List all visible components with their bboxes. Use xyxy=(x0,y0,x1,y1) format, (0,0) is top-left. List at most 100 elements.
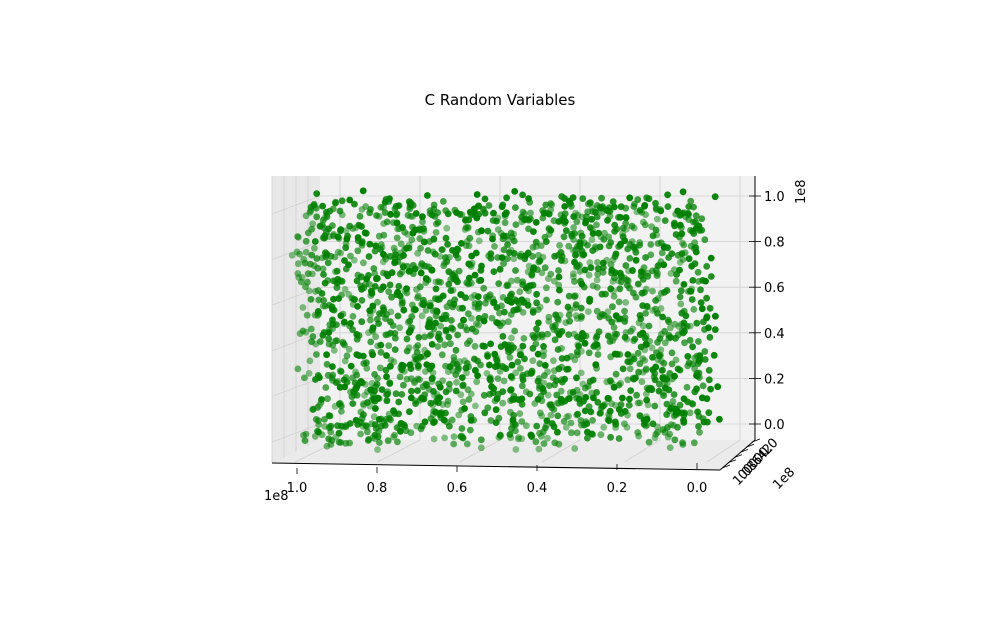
data-point xyxy=(584,308,592,315)
data-point xyxy=(441,311,448,319)
data-point xyxy=(555,440,563,448)
data-point xyxy=(397,420,405,427)
data-point xyxy=(355,221,363,229)
data-point xyxy=(406,408,413,416)
data-point xyxy=(565,242,573,250)
data-point xyxy=(554,327,561,335)
data-point xyxy=(411,379,418,387)
grid-line xyxy=(377,439,421,463)
grid-line xyxy=(624,439,661,463)
data-point xyxy=(294,365,302,373)
data-point xyxy=(707,273,715,280)
data-point xyxy=(430,325,438,333)
data-point xyxy=(697,286,704,294)
data-point xyxy=(642,254,649,261)
data-point xyxy=(475,237,483,245)
data-point xyxy=(306,209,314,216)
data-point xyxy=(502,365,510,372)
data-point xyxy=(648,386,656,394)
data-point xyxy=(295,274,303,281)
data-point xyxy=(508,290,515,298)
data-point xyxy=(490,268,498,275)
data-point xyxy=(366,402,374,410)
data-point xyxy=(391,431,398,439)
data-point xyxy=(543,284,550,292)
data-point xyxy=(493,319,500,326)
data-point xyxy=(657,207,665,215)
data-point xyxy=(360,259,367,267)
data-point xyxy=(480,391,488,399)
data-point xyxy=(555,316,562,324)
data-point xyxy=(617,379,624,387)
data-point xyxy=(589,417,596,424)
data-point xyxy=(636,331,644,338)
data-point xyxy=(555,281,563,289)
data-point xyxy=(340,340,347,347)
data-point xyxy=(716,415,723,423)
data-point xyxy=(404,318,412,326)
data-point xyxy=(657,346,665,354)
data-point xyxy=(423,361,431,368)
x-offset-label: 1e8 xyxy=(264,489,289,504)
data-point xyxy=(343,352,351,360)
data-point xyxy=(560,233,568,241)
data-point xyxy=(543,422,550,429)
data-point xyxy=(370,413,378,421)
data-point xyxy=(506,354,514,361)
data-point xyxy=(349,301,357,308)
data-point xyxy=(376,310,383,317)
data-point xyxy=(459,398,467,406)
data-point xyxy=(477,444,485,452)
data-point xyxy=(452,387,460,395)
data-point xyxy=(367,338,375,346)
data-point xyxy=(308,251,316,259)
data-point xyxy=(384,437,392,445)
data-point xyxy=(471,271,479,279)
data-point xyxy=(436,295,444,303)
data-point xyxy=(602,290,609,298)
data-point xyxy=(598,208,606,216)
data-point xyxy=(349,313,357,320)
data-point xyxy=(547,411,555,419)
z-tick-label: 0.6 xyxy=(764,281,785,296)
data-point xyxy=(347,362,355,370)
data-point xyxy=(588,215,596,223)
data-point xyxy=(445,268,453,276)
data-point xyxy=(435,380,443,388)
data-point xyxy=(573,411,581,419)
data-point xyxy=(642,422,650,430)
data-point xyxy=(632,256,640,264)
data-point xyxy=(507,229,515,237)
data-point xyxy=(445,253,453,261)
data-point xyxy=(416,235,424,242)
y-tick-mark xyxy=(733,454,743,458)
data-point xyxy=(395,282,403,290)
data-point xyxy=(622,299,630,306)
data-point xyxy=(676,266,683,274)
data-point xyxy=(419,213,426,221)
data-point xyxy=(601,229,608,237)
data-point xyxy=(533,325,540,333)
data-point xyxy=(558,355,566,362)
data-point xyxy=(309,220,317,228)
data-point xyxy=(593,221,600,229)
data-point xyxy=(593,332,601,340)
data-point xyxy=(457,433,465,440)
data-point xyxy=(586,378,594,385)
data-point xyxy=(351,200,358,208)
data-point xyxy=(668,360,676,368)
data-point xyxy=(383,397,391,405)
data-point xyxy=(377,349,385,356)
data-point xyxy=(647,241,655,248)
data-point xyxy=(420,395,428,403)
data-point xyxy=(692,248,700,256)
data-point xyxy=(345,290,352,298)
data-point xyxy=(307,325,315,333)
data-point xyxy=(442,388,450,396)
data-point xyxy=(500,246,508,254)
z-axis-ticks: 0.0 0.2 0.4 0.6 0.8 1.0 xyxy=(749,190,785,433)
data-point xyxy=(444,210,452,218)
data-point xyxy=(700,418,708,426)
data-point xyxy=(372,383,379,390)
data-point xyxy=(352,385,360,393)
